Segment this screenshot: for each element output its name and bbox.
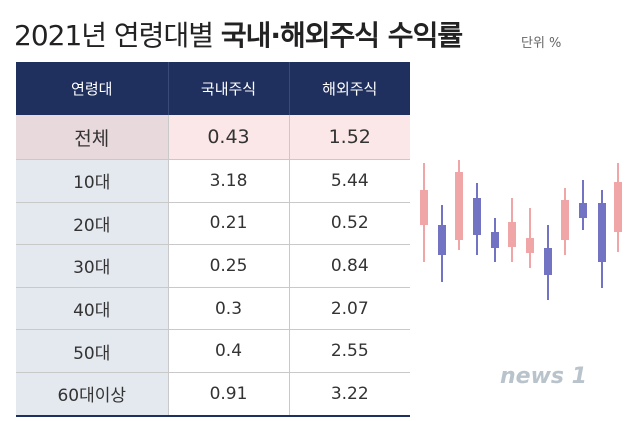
overseas-value: 2.07 [288, 286, 410, 330]
table-header-row: 연령대 국내주식 해외주식 [16, 62, 410, 115]
overseas-value: 0.52 [288, 201, 410, 245]
candle [438, 205, 446, 282]
returns-table: 연령대 국내주식 해외주식 전체 0.43 1.52 10대 3.18 5.44… [16, 62, 410, 417]
domestic-value: 0.3 [167, 286, 289, 330]
header-age: 연령대 [16, 62, 168, 115]
chart-title: 2021년 연령대별 국내·해외주식 수익률 [14, 14, 463, 54]
overseas-value: 2.55 [288, 329, 410, 373]
candle-body [438, 225, 446, 255]
candle-body [614, 182, 622, 232]
table-row: 10대 3.18 5.44 [16, 159, 410, 203]
domestic-value: 0.25 [167, 244, 289, 288]
table-row-total: 전체 0.43 1.52 [16, 115, 410, 160]
candle-body [420, 190, 428, 225]
domestic-value: 0.43 [167, 115, 289, 160]
row-label: 10대 [16, 159, 168, 203]
candle [579, 180, 587, 230]
unit-label: 단위 % [521, 36, 562, 51]
domestic-value: 0.21 [167, 201, 289, 245]
candle-body [561, 200, 569, 240]
row-label: 50대 [16, 329, 168, 373]
overseas-value: 3.22 [288, 371, 410, 417]
row-label: 전체 [16, 115, 168, 160]
domestic-value: 0.4 [167, 329, 289, 373]
candle [420, 163, 428, 262]
title-main: 2021년 연령대별 [14, 19, 221, 52]
candle-body [544, 248, 552, 275]
domestic-value: 0.91 [167, 371, 289, 417]
table-row: 40대 0.3 2.07 [16, 286, 410, 330]
candle [491, 218, 499, 262]
overseas-value: 0.84 [288, 244, 410, 288]
candle-body [508, 222, 516, 247]
candle-body [491, 232, 499, 248]
row-label: 20대 [16, 201, 168, 245]
candle [561, 188, 569, 255]
candle [508, 198, 516, 262]
news1-logo: news 1 [500, 364, 587, 389]
candle [614, 163, 622, 252]
candle [455, 160, 463, 250]
candle-body [598, 203, 606, 262]
row-label: 40대 [16, 286, 168, 330]
candle [544, 225, 552, 300]
table-row: 50대 0.4 2.55 [16, 329, 410, 373]
header-overseas: 해외주식 [288, 62, 410, 115]
table-row: 20대 0.21 0.52 [16, 201, 410, 245]
candle [473, 183, 481, 255]
candle [598, 190, 606, 288]
domestic-value: 3.18 [167, 159, 289, 203]
table-row: 30대 0.25 0.84 [16, 244, 410, 288]
candle-body [526, 238, 534, 253]
row-label: 60대이상 [16, 371, 168, 417]
overseas-value: 1.52 [288, 115, 410, 160]
candle [526, 208, 534, 268]
title-bold: 국내·해외주식 수익률 [220, 19, 463, 52]
table-row: 60대이상 0.91 3.22 [16, 371, 410, 417]
header-domestic: 국내주식 [167, 62, 289, 115]
candle-body [455, 172, 463, 240]
overseas-value: 5.44 [288, 159, 410, 203]
candle-body [579, 203, 587, 218]
candle-body [473, 198, 481, 235]
row-label: 30대 [16, 244, 168, 288]
